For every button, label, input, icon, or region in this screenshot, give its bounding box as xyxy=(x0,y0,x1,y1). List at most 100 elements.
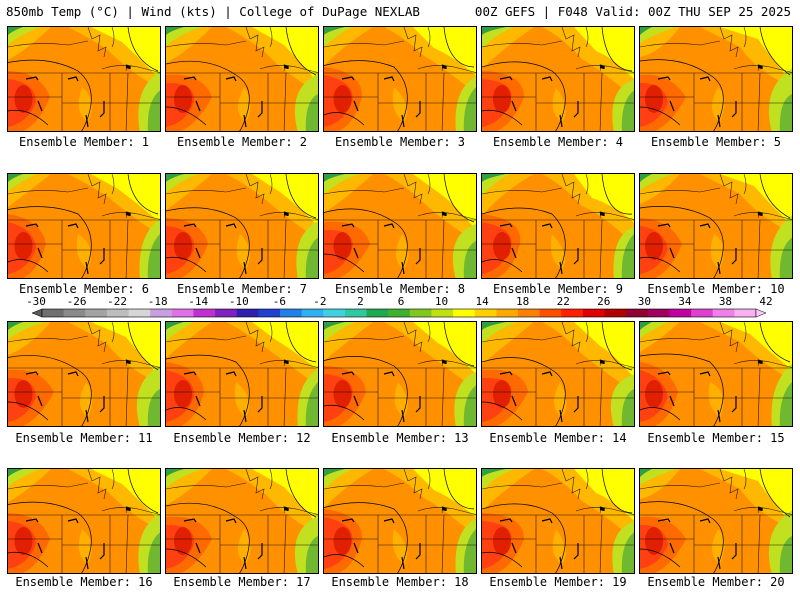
svg-text:⚑: ⚑ xyxy=(440,211,448,221)
colorbar-tick-label: -14 xyxy=(188,295,208,308)
colorbar-swatch xyxy=(626,309,649,317)
ensemble-member-label: Ensemble Member: 5 xyxy=(650,135,782,149)
colorbar-swatch xyxy=(366,309,389,317)
colorbar-swatch xyxy=(647,309,670,317)
temperature-map: ⚑ xyxy=(640,174,792,278)
ensemble-member-label: Ensemble Member: 8 xyxy=(334,282,466,296)
ensemble-map-panel: ⚑ xyxy=(165,26,319,132)
colorbar-tick-label: -6 xyxy=(273,295,286,308)
colorbar-swatch xyxy=(236,309,259,317)
colorbar-swatch xyxy=(63,309,86,317)
svg-text:⚑: ⚑ xyxy=(282,64,290,74)
colorbar-tick-label: 10 xyxy=(435,295,448,308)
ensemble-map-panel: ⚑ xyxy=(639,321,793,427)
colorbar-swatch xyxy=(85,309,108,317)
svg-text:⚑: ⚑ xyxy=(282,211,290,221)
svg-text:⚑: ⚑ xyxy=(598,359,606,369)
svg-text:⚑: ⚑ xyxy=(124,211,132,221)
ensemble-member-label: Ensemble Member: 13 xyxy=(331,431,469,445)
svg-text:⚑: ⚑ xyxy=(282,506,290,516)
ensemble-map-panel: ⚑ xyxy=(639,468,793,574)
svg-text:⚑: ⚑ xyxy=(756,359,764,369)
colorbar-tick-label: 22 xyxy=(557,295,570,308)
colorbar-tick-label: 18 xyxy=(516,295,529,308)
ensemble-member-label: Ensemble Member: 15 xyxy=(647,431,785,445)
temperature-map: ⚑ xyxy=(324,174,476,278)
colorbar-max-arrow xyxy=(755,308,767,318)
ensemble-map-panel: ⚑ xyxy=(639,173,793,279)
temperature-map: ⚑ xyxy=(8,469,160,573)
ensemble-map-panel: ⚑ xyxy=(323,26,477,132)
colorbar-swatch xyxy=(712,309,735,317)
colorbar-tick-label: 30 xyxy=(638,295,651,308)
ensemble-map-panel: ⚑ xyxy=(481,468,635,574)
model-run-info: 00Z GEFS | F048 Valid: 00Z THU SEP 25 20… xyxy=(474,4,791,19)
ensemble-member-label: Ensemble Member: 4 xyxy=(492,135,624,149)
svg-text:⚑: ⚑ xyxy=(440,64,448,74)
colorbar-swatch xyxy=(561,309,584,317)
colorbar-swatch xyxy=(344,309,368,317)
ensemble-map-panel: ⚑ xyxy=(7,173,161,279)
colorbar-swatch xyxy=(734,309,757,317)
ensemble-member-label: Ensemble Member: 17 xyxy=(173,575,311,589)
ensemble-member-label: Ensemble Member: 10 xyxy=(647,282,785,296)
colorbar-tick-label: -10 xyxy=(229,295,249,308)
colorbar-swatch xyxy=(128,309,151,317)
colorbar-swatch xyxy=(474,309,497,317)
ensemble-member-label: Ensemble Member: 6 xyxy=(18,282,150,296)
ensemble-map-panel: ⚑ xyxy=(7,26,161,132)
temperature-colorbar: -30 -26 -22 -18 -14 -10 -6 -2 2 6 10 14 18 22 26 30 34 38… xyxy=(26,295,773,318)
colorbar-tick-label: 34 xyxy=(678,295,692,308)
temperature-map: ⚑ xyxy=(8,322,160,426)
colorbar-tick-label: 2 xyxy=(357,295,364,308)
colorbar-min-arrow xyxy=(31,308,43,318)
ensemble-map-panel: ⚑ xyxy=(7,321,161,427)
colorbar-tick-label: -26 xyxy=(67,295,87,308)
ensemble-map-panel: ⚑ xyxy=(481,321,635,427)
svg-text:⚑: ⚑ xyxy=(440,359,448,369)
ensemble-map-panel: ⚑ xyxy=(323,321,477,427)
temperature-map: ⚑ xyxy=(8,27,160,131)
temperature-map: ⚑ xyxy=(640,27,792,131)
svg-text:⚑: ⚑ xyxy=(756,211,764,221)
colorbar-swatch xyxy=(388,309,411,317)
colorbar-tick-label: 14 xyxy=(475,295,489,308)
ensemble-map-panel: ⚑ xyxy=(165,321,319,427)
svg-text:⚑: ⚑ xyxy=(598,211,606,221)
temperature-map: ⚑ xyxy=(166,27,318,131)
colorbar-tick-label: -30 xyxy=(26,295,46,308)
colorbar-swatch xyxy=(431,309,454,317)
temperature-map: ⚑ xyxy=(482,27,634,131)
svg-text:⚑: ⚑ xyxy=(598,64,606,74)
temperature-map: ⚑ xyxy=(482,322,634,426)
ensemble-member-label: Ensemble Member: 20 xyxy=(647,575,785,589)
colorbar-swatch xyxy=(258,309,281,317)
colorbar-swatch xyxy=(150,309,173,317)
svg-text:⚑: ⚑ xyxy=(124,64,132,74)
colorbar-swatch xyxy=(453,309,476,317)
colorbar-swatch xyxy=(171,309,194,317)
svg-text:⚑: ⚑ xyxy=(756,64,764,74)
colorbar-swatch xyxy=(518,309,541,317)
ensemble-map-panel: ⚑ xyxy=(323,468,477,574)
colorbar-swatch xyxy=(323,309,346,317)
ensemble-member-label: Ensemble Member: 2 xyxy=(176,135,308,149)
ensemble-member-label: Ensemble Member: 12 xyxy=(173,431,311,445)
ensemble-map-panel: ⚑ xyxy=(481,173,635,279)
temperature-map: ⚑ xyxy=(640,322,792,426)
temperature-map: ⚑ xyxy=(640,469,792,573)
colorbar-swatch xyxy=(539,309,562,317)
temperature-map: ⚑ xyxy=(324,469,476,573)
colorbar-tick-label: -22 xyxy=(107,295,127,308)
ensemble-map-panel: ⚑ xyxy=(7,468,161,574)
colorbar-swatch xyxy=(496,309,519,317)
svg-text:⚑: ⚑ xyxy=(598,506,606,516)
colorbar-swatch xyxy=(582,309,606,317)
ensemble-member-label: Ensemble Member: 1 xyxy=(18,135,150,149)
colorbar-tick-label: -2 xyxy=(313,295,326,308)
ensemble-member-label: Ensemble Member: 19 xyxy=(489,575,627,589)
temperature-map: ⚑ xyxy=(324,322,476,426)
ensemble-member-label: Ensemble Member: 18 xyxy=(331,575,469,589)
colorbar-tick-label: 42 xyxy=(759,295,772,308)
colorbar-tick-label: 38 xyxy=(719,295,732,308)
